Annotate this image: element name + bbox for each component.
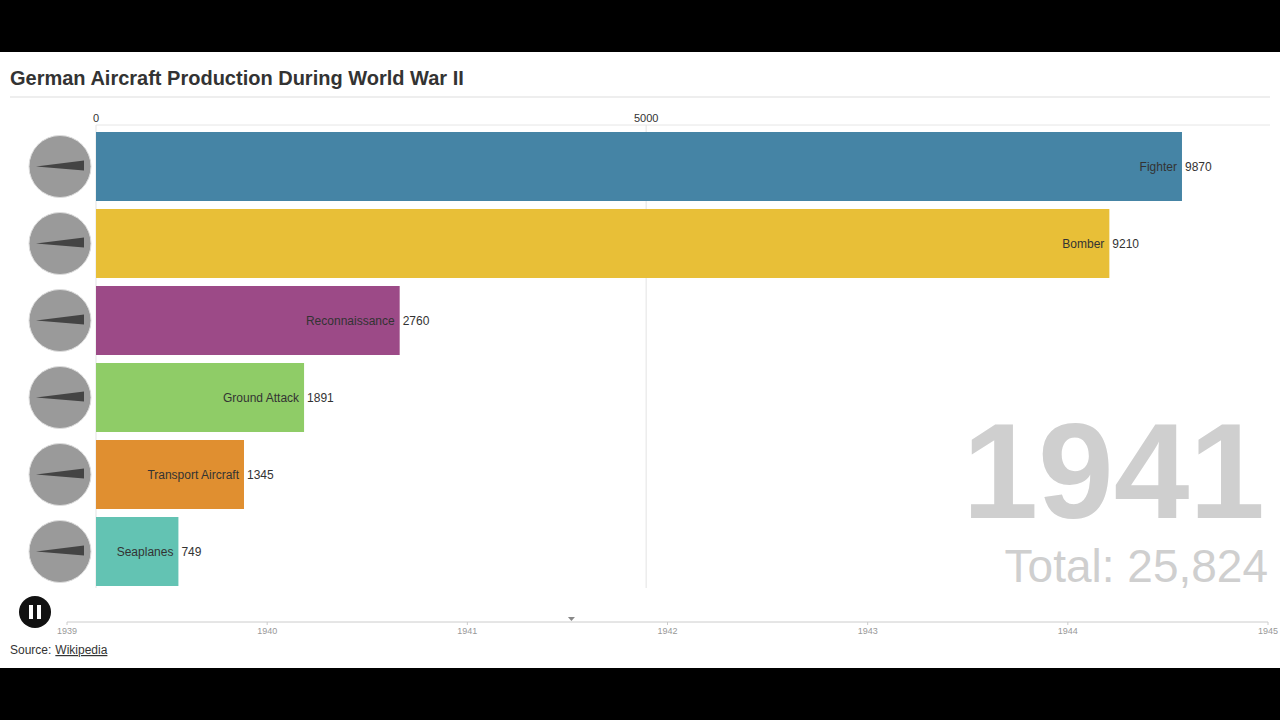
icon-plane	[36, 161, 84, 171]
timeline-tick	[67, 622, 68, 625]
tick-label: 0	[93, 112, 99, 124]
icon-plane	[36, 469, 84, 479]
total-label: Total: 25,824	[1005, 540, 1268, 592]
icon-plane	[36, 392, 84, 402]
timeline-tick-label: 1941	[457, 626, 477, 636]
timeline-tick	[667, 622, 668, 625]
timeline-marker[interactable]	[568, 617, 575, 621]
category-label: Ground Attack	[223, 391, 300, 405]
timeline-tick-label: 1944	[1058, 626, 1078, 636]
category-label: Bomber	[1062, 237, 1104, 251]
value-label: 9210	[1112, 237, 1139, 251]
timeline-tick-label: 1942	[657, 626, 677, 636]
axis-line	[96, 125, 1270, 126]
title: German Aircraft Production During World …	[10, 67, 464, 89]
icon	[29, 213, 91, 275]
timeline-tick	[467, 622, 468, 625]
icon-plane	[36, 546, 84, 556]
icon-plane	[36, 315, 84, 325]
timeline-tick	[1067, 622, 1068, 625]
pause-button[interactable]	[19, 596, 51, 628]
bar	[96, 286, 400, 355]
pause-icon	[29, 605, 33, 619]
value-label: 749	[181, 545, 201, 559]
title-rule	[10, 97, 1270, 98]
bar	[96, 363, 304, 432]
pause-icon	[37, 605, 41, 619]
value-label: 1891	[307, 391, 334, 405]
bar	[96, 132, 1182, 201]
bar	[96, 517, 178, 586]
timeline-tick	[1268, 622, 1269, 625]
timeline-tick	[867, 622, 868, 625]
timeline-tick-label: 1943	[858, 626, 878, 636]
category-label: Fighter	[1140, 160, 1177, 174]
icon	[29, 444, 91, 506]
bar	[96, 209, 1109, 278]
year-label: 1941	[962, 395, 1265, 547]
letterbox	[0, 0, 1280, 720]
category-label: Reconnaissance	[306, 314, 395, 328]
timeline-tick	[267, 622, 268, 625]
icon	[29, 136, 91, 198]
source-label: Source:	[10, 643, 51, 657]
icon	[29, 290, 91, 352]
background	[0, 52, 1280, 668]
value-label: 2760	[403, 314, 430, 328]
timeline-tick-label: 1939	[57, 626, 77, 636]
icon	[29, 367, 91, 429]
icon-plane	[36, 238, 84, 248]
value-label: 9870	[1185, 160, 1212, 174]
tick-label: 5000	[634, 112, 658, 124]
category-label: Transport Aircraft	[147, 468, 239, 482]
value-label: 1345	[247, 468, 274, 482]
icon	[29, 521, 91, 583]
bar	[96, 440, 244, 509]
category-label: Seaplanes	[117, 545, 174, 559]
source-link[interactable]: Wikipedia	[55, 643, 107, 657]
timeline-tick-label: 1945	[1258, 626, 1278, 636]
timeline-tick-label: 1940	[257, 626, 277, 636]
